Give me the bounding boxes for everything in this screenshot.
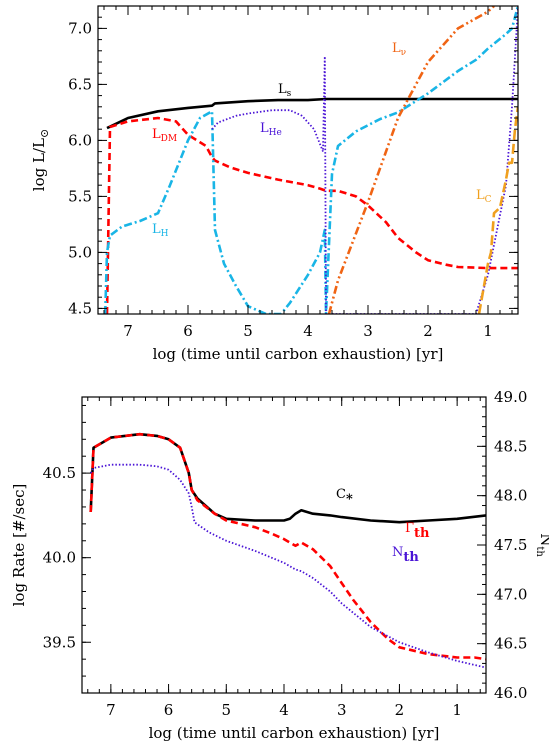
series-label: Ls xyxy=(278,82,292,99)
x-tick-label: 5 xyxy=(222,701,232,719)
y-right-tick-label: 47.5 xyxy=(494,536,527,554)
series-label: LC xyxy=(476,188,492,205)
series-line-0-1 xyxy=(105,116,518,314)
upper-series xyxy=(103,6,518,314)
series-line-1-2 xyxy=(89,463,486,669)
y-right-tick-label: 48.0 xyxy=(494,487,527,505)
x-tick-label: 5 xyxy=(243,322,253,340)
y-tick-label: 40.0 xyxy=(43,549,76,567)
series-label: Lν xyxy=(392,41,406,58)
series-label: C* xyxy=(336,487,353,507)
series-label: Γth xyxy=(405,521,430,541)
series-line-1-0 xyxy=(89,432,486,524)
series-line-0-0 xyxy=(106,97,518,130)
x-tick-label: 3 xyxy=(363,322,373,340)
lower-frame xyxy=(81,396,487,694)
x-tick-label: 7 xyxy=(106,701,116,719)
y-tick-label: 6.0 xyxy=(68,131,92,149)
series-line-0-4 xyxy=(327,6,495,314)
y-right-tick-label: 46.0 xyxy=(494,684,527,702)
x-tick-label: 1 xyxy=(483,322,493,340)
x-tick-label: 6 xyxy=(183,322,193,340)
series-label: LHe xyxy=(260,121,282,138)
y-axis-label: log Rate [#/sec] xyxy=(10,484,28,607)
x-tick-label: 3 xyxy=(337,701,347,719)
y-right-tick-label: 47.0 xyxy=(494,585,527,603)
y-tick-label: 5.5 xyxy=(68,187,92,205)
upper-chart: 7 6 5 4 3 2 1 4.5 5.0 5.5 6.0 6.5 7.0 log (time until… xyxy=(30,5,519,363)
x-tick-label: 4 xyxy=(279,701,289,719)
y-axis-label: log L/L⊙ xyxy=(30,129,51,191)
series-line-0-2 xyxy=(103,6,518,314)
y-tick-label: 6.5 xyxy=(68,75,92,93)
series-label: LDM xyxy=(152,127,177,144)
y-right-tick-label: 46.5 xyxy=(494,635,527,653)
x-tick-label: 2 xyxy=(423,322,433,340)
series-label: LH xyxy=(152,222,169,239)
series-line-1-1 xyxy=(89,432,486,661)
x-tick-label: 6 xyxy=(164,701,174,719)
lower-chart: 7 6 5 4 3 2 1 39.5 40.0 40.5 46.0 46.5 47.0 47.5 48.0 4… xyxy=(10,388,549,742)
upper-frame xyxy=(97,5,519,315)
y-tick-label: 5.0 xyxy=(68,243,92,261)
y-tick-label: 7.0 xyxy=(68,19,92,37)
series-line-0-5 xyxy=(477,106,518,314)
x-axis-label: log (time until carbon exhaustion) [yr] xyxy=(149,724,440,742)
x-axis-label: log (time until carbon exhaustion) [yr] xyxy=(153,345,444,363)
y-right-tick-label: 48.5 xyxy=(494,437,527,455)
series-label: Nth xyxy=(392,545,419,565)
y-right-tick-label: 49.0 xyxy=(494,388,527,406)
x-tick-label: 2 xyxy=(395,701,405,719)
lower-series xyxy=(89,432,486,669)
y-tick-label: 4.5 xyxy=(68,299,92,317)
x-tick-label: 7 xyxy=(123,322,133,340)
y-right-axis-label: Nth xyxy=(534,533,549,557)
x-tick-label: 1 xyxy=(452,701,462,719)
y-tick-label: 39.5 xyxy=(43,633,76,651)
x-tick-label: 4 xyxy=(303,322,313,340)
y-tick-label: 40.5 xyxy=(43,464,76,482)
